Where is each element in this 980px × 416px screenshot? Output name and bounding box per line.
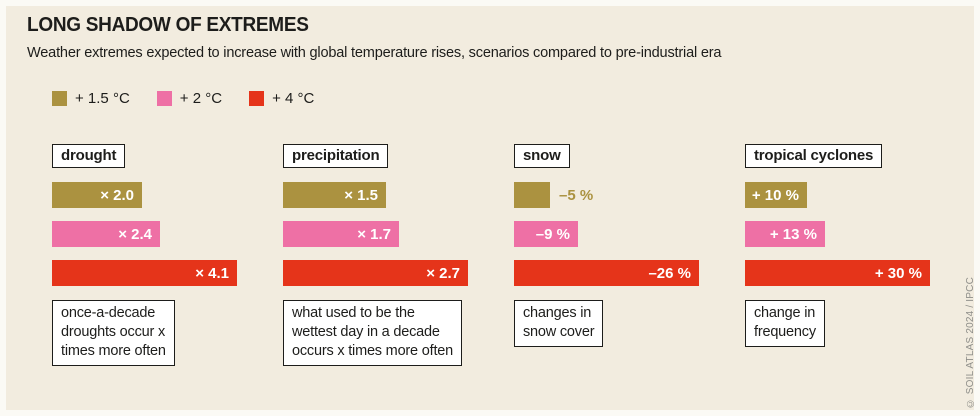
- bar-tropical-cyclones-2-c: + 13 %: [745, 221, 825, 247]
- bar-value-label: × 2.0: [100, 186, 134, 204]
- chart-group-drought: drought × 2.0 × 2.4 × 4.1 once-a-decade droug…: [52, 144, 283, 366]
- bar-row-drought-2-c: × 2.4: [52, 221, 283, 247]
- bar-row-precipitation-1-5-c: × 1.5: [283, 182, 514, 208]
- bar-row-tropical-cyclones-2-c: + 13 %: [745, 221, 976, 247]
- caption-drought: once-a-decade droughts occur x times more …: [52, 300, 175, 366]
- category-label-tropical-cyclones: tropical cyclones: [745, 144, 883, 168]
- bar-row-snow-4-c: –26 %: [514, 260, 745, 286]
- legend-item-1-5c: + 1.5 °C: [52, 90, 130, 107]
- bar-tropical-cyclones-4-c: + 30 %: [745, 260, 930, 286]
- bar-snow-4-c: –26 %: [514, 260, 699, 286]
- bar-drought-4-c: × 4.1: [52, 260, 237, 286]
- bar-value-label: –26 %: [648, 264, 691, 282]
- bar-value-label: + 10 %: [751, 186, 799, 204]
- bar-snow-2-c: –9 %: [514, 221, 578, 247]
- legend-label-2c: + 2 °C: [179, 90, 223, 107]
- legend-item-2c: + 2 °C: [156, 90, 223, 107]
- caption-tropical-cyclones: change in frequency: [745, 300, 825, 347]
- bar-snow-1-5-c: [514, 182, 550, 208]
- bar-precipitation-1-5-c: × 1.5: [283, 182, 386, 208]
- legend-label-1-5c: + 1.5 °C: [75, 90, 130, 107]
- bar-row-tropical-cyclones-1-5-c: + 10 %: [745, 182, 976, 208]
- bar-row-drought-1-5-c: × 2.0: [52, 182, 283, 208]
- category-label-drought: drought: [52, 144, 126, 168]
- legend-swatch-1-5c-icon: [52, 91, 67, 106]
- bar-value-label: + 13 %: [769, 225, 817, 243]
- bar-value-label: –5 %: [559, 186, 594, 204]
- chart-subtitle: Weather extremes expected to increase wi…: [27, 44, 722, 61]
- bar-value-label: × 1.5: [344, 186, 378, 204]
- bar-value-label: × 1.7: [357, 225, 391, 243]
- bar-row-drought-4-c: × 4.1: [52, 260, 283, 286]
- bar-value-label: × 4.1: [195, 264, 229, 282]
- bar-value-label: × 2.4: [118, 225, 152, 243]
- chart-group-snow: snow –5 % –9 % –26 % changes in snow cover: [514, 144, 745, 366]
- bar-value-label: + 30 %: [874, 264, 922, 282]
- bar-tropical-cyclones-1-5-c: + 10 %: [745, 182, 807, 208]
- bar-drought-1-5-c: × 2.0: [52, 182, 142, 208]
- category-label-precipitation: precipitation: [283, 144, 389, 168]
- legend-swatch-4c-icon: [249, 91, 265, 106]
- caption-snow: changes in snow cover: [514, 300, 604, 347]
- bar-row-precipitation-2-c: × 1.7: [283, 221, 514, 247]
- bar-row-snow-2-c: –9 %: [514, 221, 745, 247]
- chart-group-tropical-cyclones: tropical cyclones + 10 % + 13 % + 30 % chang…: [745, 144, 976, 366]
- legend: + 1.5 °C + 2 °C + 4 °C: [52, 90, 314, 107]
- bar-drought-2-c: × 2.4: [52, 221, 160, 247]
- category-label-snow: snow: [514, 144, 570, 168]
- chart-groups: drought × 2.0 × 2.4 × 4.1 once-a-decade droug…: [52, 144, 976, 366]
- legend-label-4c: + 4 °C: [272, 90, 315, 107]
- bar-precipitation-2-c: × 1.7: [283, 221, 399, 247]
- bar-row-tropical-cyclones-4-c: + 30 %: [745, 260, 976, 286]
- chart-group-precipitation: precipitation × 1.5 × 1.7 × 2.7 what used to…: [283, 144, 514, 366]
- page-title: LONG SHADOW OF EXTREMES: [27, 14, 309, 36]
- bar-row-precipitation-4-c: × 2.7: [283, 260, 514, 286]
- source-credit: © SOIL ATLAS 2024 / IPCC: [965, 276, 976, 408]
- caption-precipitation: what used to be the wettest day in a deca…: [283, 300, 462, 366]
- bar-precipitation-4-c: × 2.7: [283, 260, 468, 286]
- bar-value-label: –9 %: [535, 225, 570, 243]
- bar-row-snow-1-5-c: –5 %: [514, 182, 745, 208]
- legend-swatch-2c-icon: [156, 91, 172, 106]
- bar-value-label: × 2.7: [426, 264, 460, 282]
- legend-item-4c: + 4 °C: [249, 90, 314, 107]
